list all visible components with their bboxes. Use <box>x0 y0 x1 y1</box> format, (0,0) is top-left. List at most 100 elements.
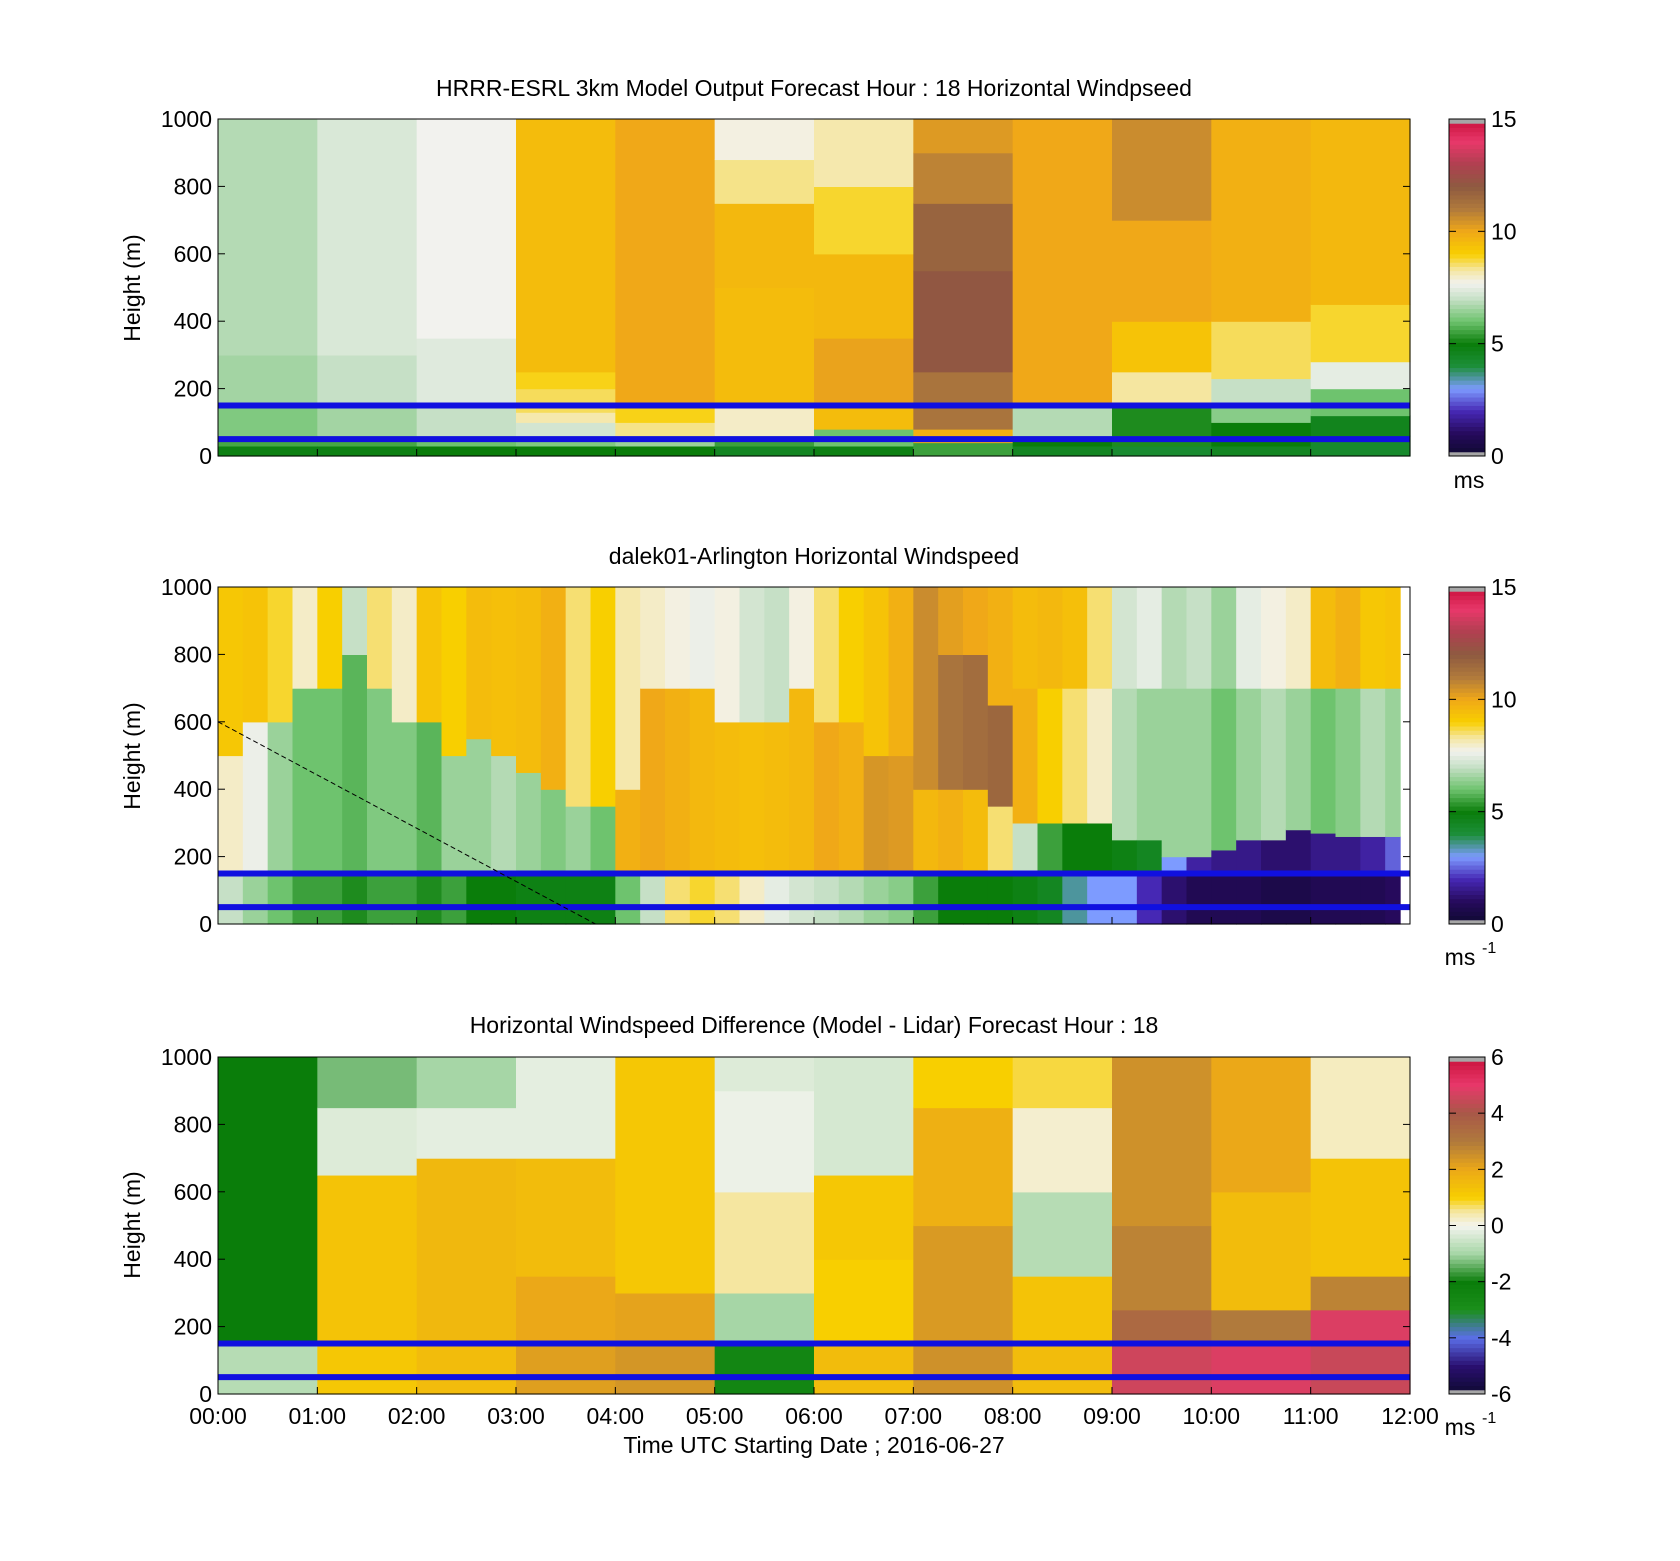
colorbar-segment <box>1449 696 1485 702</box>
heatmap-cell <box>441 873 467 925</box>
colorbar-segment <box>1449 603 1485 609</box>
colorbar-segment <box>1449 835 1485 841</box>
colorbar-segment <box>1449 1115 1485 1121</box>
colorbar-segment <box>1449 1221 1485 1226</box>
heatmap-cell <box>1186 587 1212 689</box>
colorbar-segment <box>1449 1364 1485 1370</box>
heatmap-cell <box>640 688 666 875</box>
heatmap-cell <box>516 119 616 373</box>
heatmap-cell <box>391 721 418 875</box>
heatmap-cell <box>416 1158 517 1345</box>
heatmap-cell <box>1211 445 1312 457</box>
y-tick-label: 600 <box>174 1179 212 1205</box>
heatmap-cell <box>317 1174 418 1345</box>
colorbar-segment <box>1449 587 1485 592</box>
colorbar-segment <box>1449 241 1485 246</box>
colorbar-segment <box>1449 1065 1485 1071</box>
colorbar-tick-label: 15 <box>1491 106 1517 132</box>
panel-lidar-heatmap <box>218 587 1401 925</box>
y-tick-label: 0 <box>199 1381 212 1407</box>
heatmap-cell <box>367 688 393 875</box>
heatmap-cell <box>317 1057 418 1109</box>
heatmap-cell <box>1112 321 1212 373</box>
colorbar-segment <box>1449 717 1485 723</box>
colorbar-segment <box>1449 1120 1485 1125</box>
heatmap-cell <box>1310 1057 1411 1159</box>
colorbar-segment <box>1449 742 1485 748</box>
y-tick-label: 1000 <box>161 574 212 600</box>
panel-difference-x-axis: 00:00 01:00 02:00 03:00 04:00 05:00 06:00 07:00… <box>189 1387 1439 1429</box>
colorbar-segment <box>1449 228 1485 234</box>
x-tick-label: 00:00 <box>189 1403 247 1429</box>
heatmap-cell <box>1112 1343 1212 1395</box>
heatmap-cell <box>466 738 492 875</box>
colorbar-segment <box>1449 683 1485 689</box>
colorbar-segment <box>1449 797 1485 803</box>
colorbar-segment <box>1449 865 1485 870</box>
panel-lidar-x-ticks <box>217 917 1411 924</box>
heatmap-cell <box>1310 688 1337 834</box>
heatmap-cell <box>516 772 542 875</box>
heatmap-cell <box>1310 1309 1411 1345</box>
colorbar-segment <box>1449 700 1485 706</box>
colorbar-segment <box>1449 624 1485 630</box>
panel-difference-ylabel: Height (m) <box>119 1171 145 1278</box>
heatmap-cell <box>590 873 616 925</box>
colorbar-segment <box>1449 784 1485 790</box>
colorbar-segment <box>1449 148 1485 154</box>
heatmap-cell <box>913 587 939 790</box>
colorbar-tick-label: 6 <box>1491 1044 1504 1070</box>
colorbar-segment <box>1449 780 1485 786</box>
heatmap-cell <box>416 405 517 437</box>
heatmap-cell <box>913 873 939 925</box>
colorbar-segment <box>1449 1208 1485 1214</box>
heatmap-cell <box>913 442 1014 457</box>
panel-lidar-ylabel: Height (m) <box>119 702 145 809</box>
heatmap-cell <box>1385 688 1401 837</box>
heatmap-cell <box>317 405 418 437</box>
heatmap-cell <box>416 873 443 925</box>
colorbar-segment <box>1449 375 1485 381</box>
colorbar-segment <box>1449 152 1485 158</box>
colorbar-segment <box>1449 333 1485 339</box>
heatmap-cell <box>1211 405 1312 423</box>
heatmap-cell <box>1136 873 1163 925</box>
colorbar-segment <box>1449 856 1485 862</box>
heatmap-cell <box>987 587 1014 706</box>
heatmap-cell <box>1087 822 1113 875</box>
heatmap-cell <box>938 873 964 925</box>
heatmap-cell <box>640 873 666 925</box>
heatmap-cell <box>1360 688 1386 837</box>
colorbar-segment <box>1449 679 1485 685</box>
heatmap-cell <box>789 587 815 689</box>
colorbar-segment <box>1449 1276 1485 1281</box>
colorbar-segment <box>1449 426 1485 432</box>
heatmap-cell <box>516 587 542 773</box>
x-tick-label: 09:00 <box>1083 1403 1141 1429</box>
colorbar-segment <box>1449 215 1485 221</box>
panel-difference-heatmap <box>218 1057 1411 1395</box>
colorbar-segment <box>1449 321 1485 326</box>
heatmap-cell <box>491 873 517 925</box>
colorbar-segment <box>1449 1309 1485 1315</box>
colorbar-segment <box>1449 1158 1485 1163</box>
colorbar-segment <box>1449 848 1485 853</box>
colorbar-segment <box>1449 413 1485 419</box>
colorbar-segment <box>1449 232 1485 238</box>
y-tick-label: 600 <box>174 241 212 267</box>
panel-difference-colorbar: -6 -4 -2 0 2 4 6 ms -1 <box>1445 1044 1512 1440</box>
heatmap-cell <box>1310 833 1337 875</box>
colorbar-segment <box>1449 397 1485 402</box>
colorbar-segment <box>1449 662 1485 668</box>
heatmap-cell <box>292 688 318 875</box>
x-tick-label: 10:00 <box>1183 1403 1241 1429</box>
heatmap-cell <box>689 873 716 925</box>
colorbar-tick-label: 0 <box>1491 911 1504 937</box>
panel-lidar-colorbar: 0 5 10 15 ms -1 <box>1445 574 1517 970</box>
colorbar-segment <box>1449 169 1485 175</box>
heatmap-cell <box>540 587 567 790</box>
heatmap-cell <box>739 721 765 875</box>
y-tick-label: 400 <box>174 1246 212 1272</box>
heatmap-cell <box>913 789 939 875</box>
heatmap-cell <box>714 587 741 723</box>
